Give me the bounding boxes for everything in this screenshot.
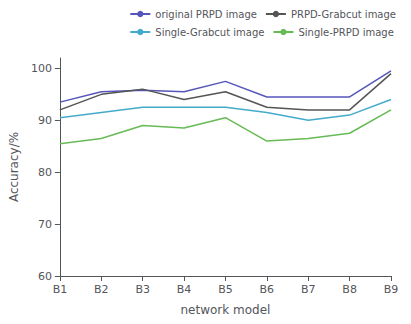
svg-text:B5: B5: [218, 283, 233, 296]
svg-text:B8: B8: [342, 283, 357, 296]
svg-text:80: 80: [38, 166, 52, 179]
svg-text:network model: network model: [180, 303, 270, 317]
svg-text:60: 60: [38, 270, 52, 283]
svg-text:Single-PRPD image: Single-PRPD image: [298, 27, 393, 38]
svg-text:Accuracy/%: Accuracy/%: [7, 132, 21, 202]
svg-text:Single-Grabcut image: Single-Grabcut image: [155, 27, 264, 38]
svg-text:B2: B2: [94, 283, 109, 296]
svg-text:B3: B3: [135, 283, 150, 296]
svg-text:70: 70: [38, 218, 52, 231]
svg-text:B6: B6: [260, 283, 275, 296]
svg-text:B7: B7: [301, 283, 316, 296]
svg-text:B9: B9: [384, 283, 399, 296]
svg-text:PRPD-Grabcut image: PRPD-Grabcut image: [291, 9, 396, 20]
svg-text:100: 100: [31, 62, 52, 75]
svg-text:original PRPD image: original PRPD image: [155, 9, 257, 20]
svg-text:B4: B4: [177, 283, 192, 296]
svg-text:90: 90: [38, 114, 52, 127]
svg-text:B1: B1: [53, 283, 68, 296]
